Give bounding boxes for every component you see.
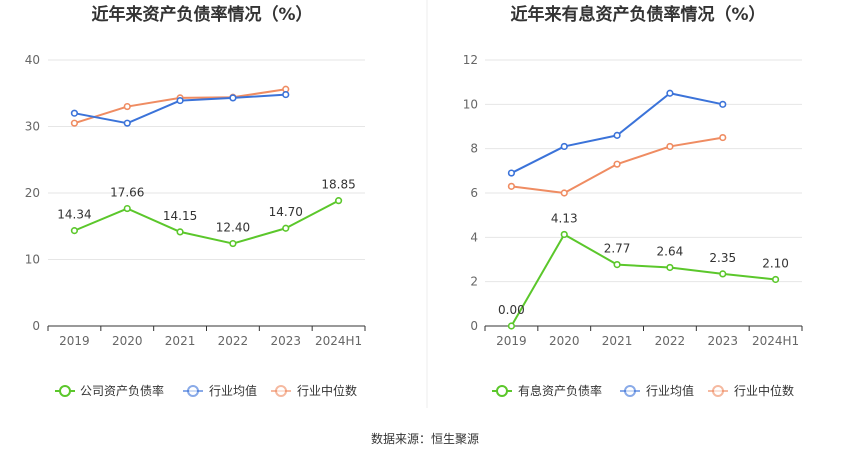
x-tick-label: 2021 [602,334,633,348]
chart-interest-debt-ratio: 近年来有息资产负债率情况（%） 0 2 4 6 8 10 12 2019 2020 2021 2022… [463,4,803,398]
x-tick-label: 2019 [496,334,527,348]
data-point-0 [70,227,79,235]
data-label: 2.10 [762,256,789,270]
legend-swatch-marker [275,385,287,397]
legend-swatch-marker [712,385,724,397]
data-point-2 [613,160,621,168]
legend-swatch-marker [496,385,508,397]
y-tick-label: 30 [25,120,40,134]
x-tick-label: 2021 [165,334,196,348]
data-point-1 [229,94,237,102]
y-tick-label: 40 [25,53,40,67]
legend-swatch-marker [624,385,636,397]
data-point-1 [666,89,674,97]
data-point-0 [666,263,674,272]
x-tick-label: 2020 [112,334,143,348]
legend-label: 公司资产负债率 [80,383,164,398]
chart-debt-ratio: 近年来资产负债率情况（%） 0 10 20 30 40 2019 2020 2021 2022 20… [25,4,366,398]
chart-title: 近年来资产负债率情况（%） [91,4,312,25]
data-label: 14.34 [57,208,91,222]
data-point-1 [123,119,131,127]
x-tick-label: 2022 [218,334,249,348]
legend-label: 行业中位数 [297,383,357,398]
data-point-1 [176,96,184,105]
x-tick-label: 2019 [59,334,90,348]
data-point-1 [282,90,290,99]
x-tick-label: 2023 [270,334,301,348]
y-tick-label: 10 [463,97,478,111]
data-point-1 [70,109,79,117]
data-label: 2.35 [709,251,736,265]
data-label: 14.70 [269,205,303,219]
data-point-1 [613,131,621,139]
data-point-2 [70,119,79,127]
y-tick-label: 8 [470,142,478,156]
data-label: 4.13 [551,211,578,225]
data-label: 14.15 [163,209,197,223]
data-point-2 [507,182,516,190]
data-point-0 [282,224,290,232]
data-point-0 [613,260,621,269]
y-tick-label: 0 [470,319,478,333]
data-label: 18.85 [321,178,355,192]
data-source-note: 数据来源：恒生聚源 [371,431,479,446]
data-point-0 [334,197,343,205]
y-tick-label: 20 [25,186,40,200]
data-point-0 [560,230,568,239]
legend-label: 有息资产负债率 [518,383,602,398]
x-tick-label: 2022 [655,334,686,348]
data-label: 2.64 [657,244,684,258]
y-tick-label: 10 [25,253,40,267]
x-tick-label: 2020 [549,334,580,348]
data-point-2 [719,133,727,142]
data-point-2 [560,189,568,197]
x-tick-label: 2024H1 [315,334,362,348]
y-tick-label: 2 [470,275,478,289]
legend-label: 行业均值 [209,383,257,398]
y-tick-label: 12 [463,53,478,67]
data-point-0 [507,322,516,330]
legend-swatch-marker [187,385,199,397]
y-tick-label: 0 [32,319,40,333]
data-point-2 [666,142,674,151]
data-point-1 [719,100,727,108]
data-point-1 [507,169,516,177]
y-tick-label: 4 [470,230,478,244]
series-line-0 [74,199,340,245]
legend-swatch-marker [59,385,71,397]
data-label: 12.40 [216,221,250,235]
data-point-0 [719,270,727,278]
chart-title: 近年来有息资产负债率情况（%） [510,4,765,25]
data-point-1 [560,142,568,151]
data-point-0 [176,228,184,236]
y-tick-label: 6 [470,186,478,200]
data-point-0 [771,275,780,284]
x-tick-label: 2024H1 [752,334,799,348]
x-tick-label: 2023 [707,334,738,348]
data-label: 2.77 [604,242,631,256]
data-point-0 [229,239,237,248]
legend-label: 行业均值 [646,383,694,398]
legend-label: 行业中位数 [734,383,794,398]
series-line-0 [510,233,776,327]
data-label: 0.00 [498,303,525,317]
data-label: 17.66 [110,186,144,200]
data-point-2 [123,102,131,111]
data-point-0 [123,204,131,213]
